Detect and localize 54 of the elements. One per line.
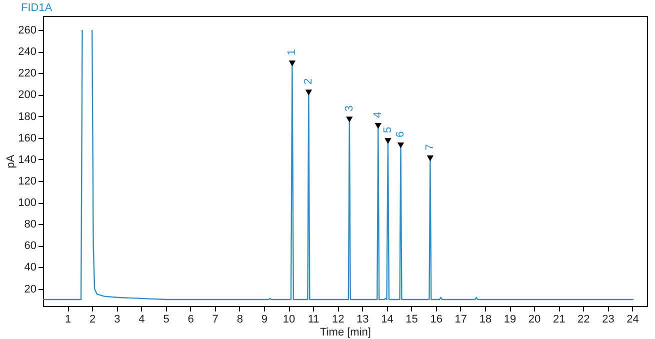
- annotation: 5: [382, 126, 394, 134]
- annotation: 3: [343, 105, 356, 112]
- x-tick-label: 17: [454, 314, 468, 326]
- point: [288, 60, 296, 66]
- x-tick-label: 3: [114, 314, 120, 326]
- x-tick-label: 22: [578, 314, 590, 326]
- y-tick-label: 160: [18, 132, 36, 144]
- annotation: 7: [424, 144, 436, 150]
- annotation: 2: [302, 78, 315, 85]
- x-tick-label: 9: [261, 314, 268, 326]
- x-tick-label: 5: [163, 314, 170, 326]
- x-tick-label: 18: [479, 314, 492, 326]
- y-tick-label: 20: [24, 283, 36, 296]
- x-tick-label: 1: [64, 314, 72, 326]
- y-tick-label: 40: [24, 262, 36, 274]
- x-tick-label: 10: [282, 314, 296, 326]
- y-tick-label: 60: [24, 240, 36, 252]
- y-tick-label: 220: [18, 68, 36, 80]
- y-tick-label: 200: [18, 89, 36, 102]
- x-tick-label: 14: [381, 314, 394, 326]
- point: [426, 155, 434, 162]
- y-tick-label: 240: [18, 46, 36, 58]
- x-tick-label: 6: [188, 314, 194, 326]
- x-tick-label: 2: [90, 314, 96, 326]
- point: [346, 116, 353, 122]
- x-axis-title: Time [min]: [320, 326, 371, 338]
- annotation: 6: [394, 131, 407, 138]
- x-tick-label: 24: [626, 314, 639, 326]
- point: [397, 142, 404, 148]
- x-tick-label: 7: [212, 314, 218, 326]
- x-tick-label: 23: [602, 314, 614, 326]
- x-tick-label: 19: [504, 314, 516, 326]
- x-tick-label: 11: [308, 314, 320, 326]
- y-tick-label: 140: [18, 154, 36, 166]
- point: [384, 138, 392, 144]
- x-tick-label: 16: [430, 314, 442, 326]
- x-tick-label: 4: [138, 314, 145, 326]
- y-tick-label: 80: [24, 218, 36, 231]
- y-tick-label: 180: [18, 110, 36, 123]
- y-axis-title: pA: [5, 154, 18, 168]
- x-tick-label: 12: [332, 314, 344, 326]
- x-tick-label: 8: [236, 314, 243, 326]
- point: [305, 90, 312, 96]
- y-tick-label: 120: [18, 175, 36, 188]
- y-tick-label: 260: [18, 24, 36, 37]
- y-tick-label: 100: [18, 197, 36, 210]
- x-tick-label: 20: [528, 314, 541, 326]
- chart-title: FID1A: [21, 2, 53, 14]
- x-tick-label: 21: [552, 314, 566, 326]
- x-tick-label: 13: [356, 314, 369, 326]
- annotation: 4: [372, 112, 384, 118]
- x-tick-label: 15: [406, 314, 418, 326]
- point: [374, 123, 382, 129]
- annotation: 1: [286, 49, 298, 56]
